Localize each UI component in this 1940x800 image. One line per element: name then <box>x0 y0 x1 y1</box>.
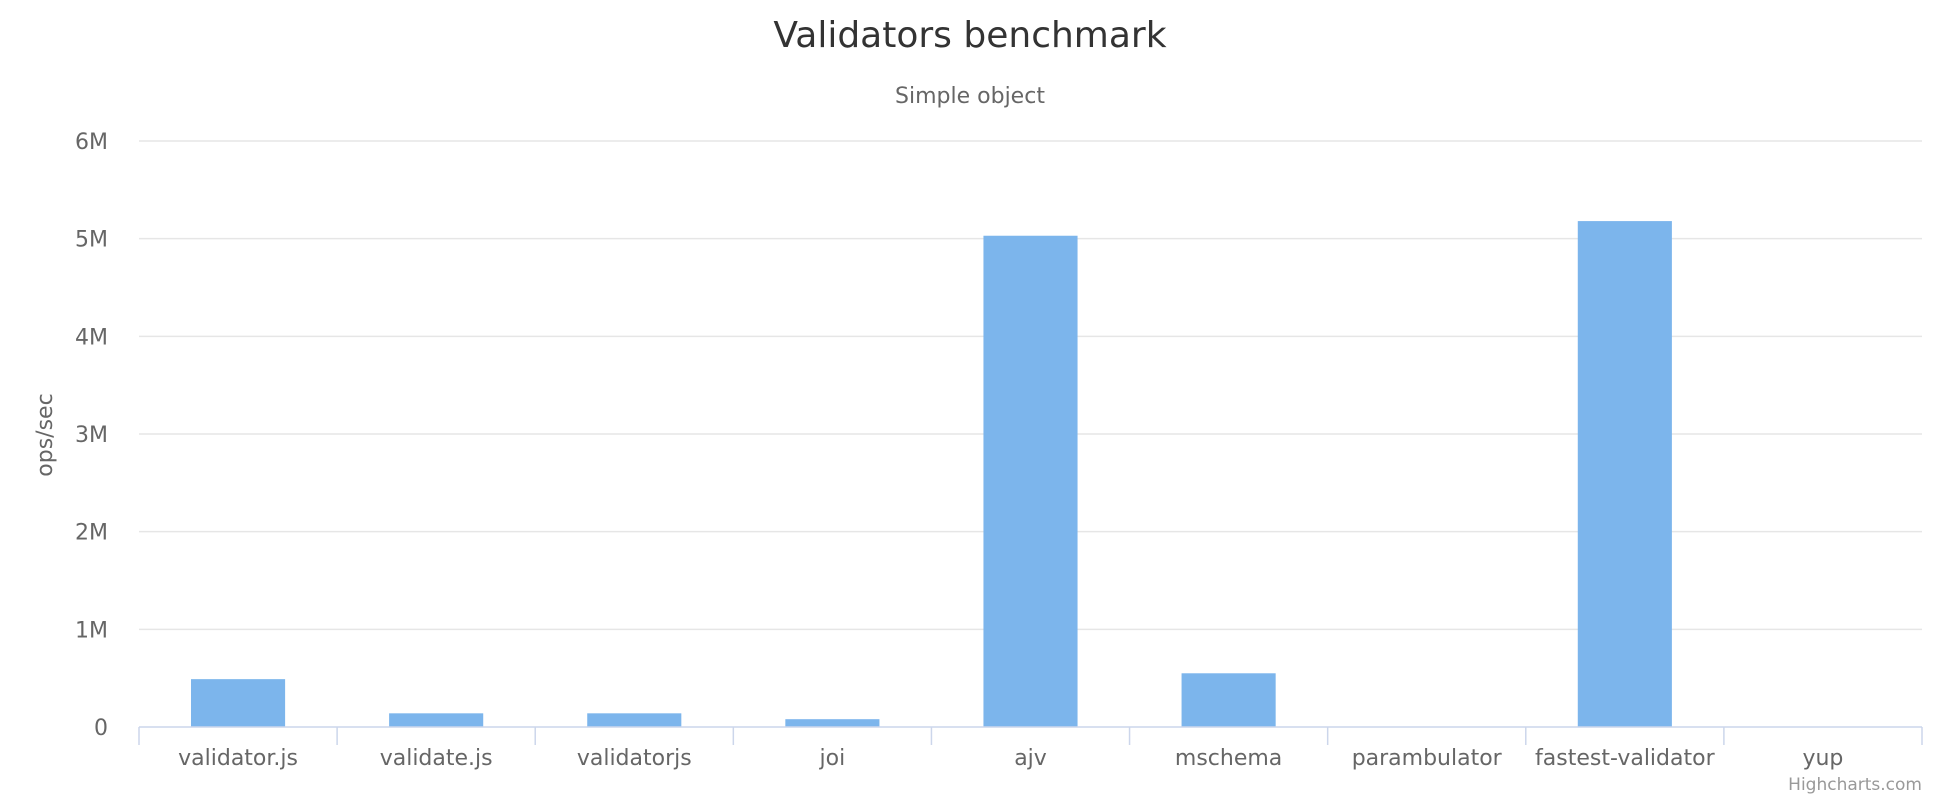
y-tick-label: 2M <box>75 521 108 546</box>
y-tick-label: 6M <box>75 130 108 155</box>
x-tick-label: validate.js <box>380 746 493 771</box>
bar-mschema[interactable] <box>1181 673 1276 727</box>
bar-fastest-validator[interactable] <box>1577 221 1672 727</box>
x-tick-label: joi <box>819 746 846 771</box>
x-tick-label: ajv <box>1014 746 1047 771</box>
y-tick-label: 5M <box>75 228 108 253</box>
bar-validator-js[interactable] <box>191 679 286 727</box>
credits-link[interactable]: Highcharts.com <box>1788 775 1922 795</box>
x-tick-label: validator.js <box>178 746 298 771</box>
x-axis: validator.js validate.js validatorjs joi ajv… <box>138 726 1923 771</box>
y-axis-title: ops/sec <box>33 393 58 476</box>
x-tick-label: validatorjs <box>577 746 692 771</box>
bar-ajv[interactable] <box>983 235 1078 727</box>
bar-joi[interactable] <box>785 719 880 727</box>
y-tick-label: 1M <box>75 618 108 643</box>
x-tick-label: parambulator <box>1352 746 1503 771</box>
x-tick-label: yup <box>1802 746 1843 771</box>
bars <box>191 221 1672 727</box>
y-tick-label: 0 <box>94 716 108 741</box>
bar-validatorjs[interactable] <box>587 713 682 727</box>
bar-validate-js[interactable] <box>389 713 484 727</box>
y-axis-labels: 0 1M 2M 3M 4M 5M 6M <box>75 130 108 741</box>
y-tick-label: 3M <box>75 423 108 448</box>
chart-title: Validators benchmark <box>773 15 1166 56</box>
chart-subtitle: Simple object <box>895 84 1045 109</box>
x-tick-label: mschema <box>1175 746 1282 771</box>
y-tick-label: 4M <box>75 325 108 350</box>
x-tick-label: fastest-validator <box>1535 746 1716 771</box>
